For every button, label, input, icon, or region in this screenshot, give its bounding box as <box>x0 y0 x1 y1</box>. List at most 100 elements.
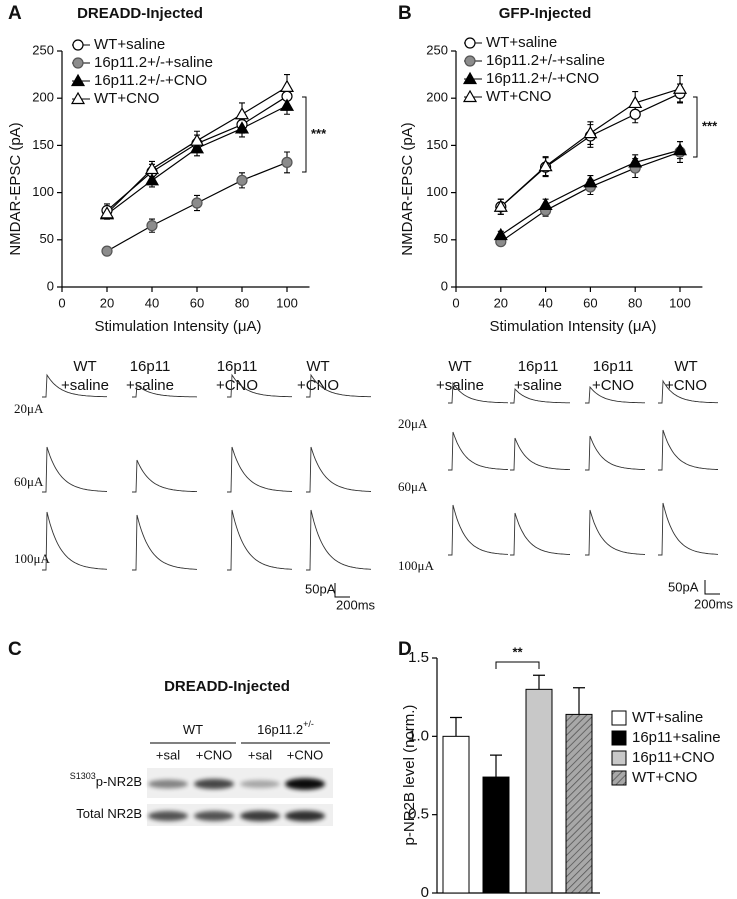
x-axis-label: Stimulation Intensity (μA) <box>94 318 261 335</box>
x-tick-label: 20 <box>100 295 114 310</box>
epsc-trace <box>510 512 571 556</box>
scale-x-label: 200ms <box>336 597 376 612</box>
legend-label: WT+CNO <box>486 88 551 105</box>
legend-marker <box>464 37 476 49</box>
blot-row-label: S1303p-NR2B <box>70 771 142 789</box>
data-point <box>191 197 203 209</box>
y-tick-label: 100 <box>426 184 448 199</box>
epsc-trace <box>227 373 292 398</box>
y-tick-label: 0 <box>47 278 54 293</box>
data-point <box>583 175 598 188</box>
legend-swatch <box>611 770 627 786</box>
legend-swatch <box>611 750 627 766</box>
blot-band <box>148 779 188 789</box>
legend-label: WT+CNO <box>632 769 697 786</box>
y-tick-label: 50 <box>434 231 448 246</box>
panel-letter: B <box>398 3 412 24</box>
bar <box>442 735 470 894</box>
y-tick-label: 0.5 <box>408 806 429 823</box>
data-point <box>672 81 688 94</box>
panel-letter: A <box>8 3 22 24</box>
data-point <box>101 245 113 257</box>
x-tick-label: 100 <box>276 295 298 310</box>
blot-band <box>240 810 280 822</box>
y-tick-label: 0 <box>441 278 448 293</box>
legend-marker <box>70 91 86 105</box>
bar <box>565 713 593 894</box>
blot-lane-label: +CNO <box>196 747 232 762</box>
y-tick-label: 150 <box>426 137 448 152</box>
data-point <box>493 227 508 241</box>
legend-label: WT+CNO <box>94 90 159 107</box>
trace-column-label: WT <box>73 358 96 375</box>
trace-column-label: +CNO <box>297 377 339 394</box>
y-tick-label: 200 <box>426 90 448 105</box>
significance-label: *** <box>311 126 327 141</box>
panel-letter: D <box>398 639 412 660</box>
legend-swatch <box>611 710 627 726</box>
trace-column-label: WT <box>306 358 329 375</box>
y-tick-label: 50 <box>40 231 54 246</box>
blot-band <box>148 811 188 821</box>
group-name: WT <box>183 722 203 737</box>
x-tick-label: 60 <box>583 295 597 310</box>
y-axis-label: p-NR2B level (norm.) <box>401 705 418 846</box>
group-superscript: +/- <box>303 719 314 729</box>
group-name: 16p11.2 <box>257 722 303 737</box>
data-point <box>234 107 250 120</box>
trace-row-label: 100μA <box>398 558 434 573</box>
legend-label: WT+saline <box>486 34 557 51</box>
legend-label: 16p11+saline <box>632 729 721 746</box>
blot-lane-label: +sal <box>248 747 272 762</box>
error-bar <box>533 674 545 690</box>
trace-row-label: 20μA <box>14 401 44 416</box>
legend-marker <box>72 57 84 69</box>
trace-column-label: +saline <box>126 377 174 394</box>
legend-marker <box>70 73 86 87</box>
error-bar <box>573 687 585 715</box>
data-point <box>236 174 248 186</box>
series-line <box>500 151 681 243</box>
trace-column-label: 16p11 <box>593 358 634 375</box>
significance-label: ** <box>512 644 523 659</box>
trace-column-label: 16p11 <box>217 358 258 375</box>
epsc-trace <box>448 504 509 556</box>
x-tick-label: 0 <box>452 295 459 310</box>
blot-lane-label: +CNO <box>287 747 323 762</box>
legend-label: 16p11.2+/-+saline <box>486 52 605 69</box>
legend-label: 16p11.2+/-+CNO <box>94 72 207 89</box>
trace-column-label: +saline <box>61 377 109 394</box>
scale-bar <box>704 580 720 595</box>
legend-label: WT+saline <box>94 36 165 53</box>
epsc-trace <box>132 514 198 571</box>
significance-label: *** <box>702 118 718 133</box>
data-point <box>189 141 205 154</box>
epsc-trace <box>658 379 718 404</box>
y-tick-label: 100 <box>32 184 54 199</box>
data-point <box>279 98 295 111</box>
x-tick-label: 60 <box>190 295 204 310</box>
data-point <box>628 155 643 168</box>
data-point <box>672 142 688 156</box>
x-tick-label: 20 <box>494 295 508 310</box>
scale-y-label: 50pA <box>668 579 699 594</box>
scale-y-label: 50pA <box>305 581 336 596</box>
x-tick-label: 40 <box>538 295 552 310</box>
epsc-trace <box>42 446 108 493</box>
trace-column-label: 16p11 <box>518 358 559 375</box>
data-point <box>493 199 508 212</box>
significance-bracket <box>302 96 307 173</box>
blot-title: DREADD-Injected <box>164 678 290 695</box>
data-point <box>629 108 641 120</box>
epsc-trace <box>306 509 372 571</box>
trace-column-label: +saline <box>514 377 562 394</box>
data-point <box>234 121 250 134</box>
epsc-trace <box>658 502 719 556</box>
bar <box>482 776 510 894</box>
scale-bar <box>334 583 350 598</box>
legend-label: 16p11.2+/-+CNO <box>486 70 599 87</box>
y-tick-label: 250 <box>32 42 54 57</box>
epsc-trace <box>306 373 371 398</box>
data-point <box>538 197 553 210</box>
